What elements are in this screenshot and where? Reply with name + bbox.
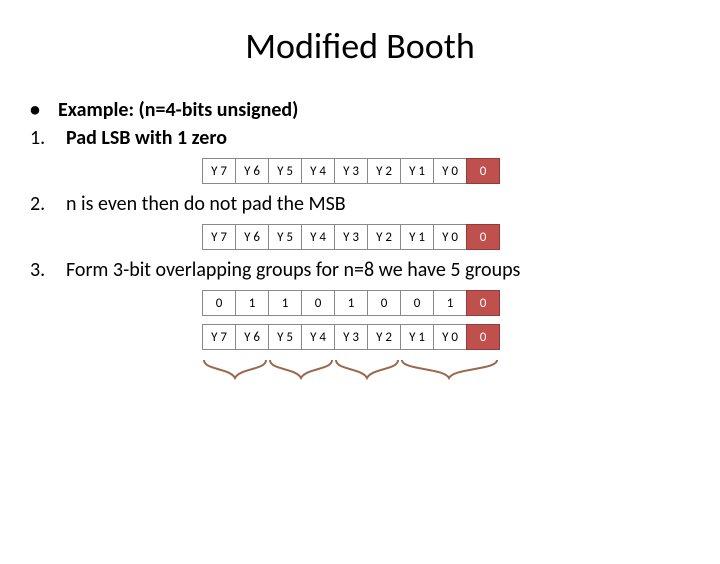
cell-pad-zero: 0 bbox=[466, 324, 500, 350]
bullet-mark: • bbox=[30, 98, 58, 122]
cell-y2: Y 2 bbox=[367, 324, 401, 350]
cell-y0: Y 0 bbox=[433, 324, 467, 350]
step-1-num: 1. bbox=[30, 126, 66, 150]
cell-y1: Y 1 bbox=[400, 224, 434, 250]
example-bullet: • Example: (n=4-bits unsigned) bbox=[30, 98, 690, 122]
bit-row-2: Y 7 Y 6 Y 5 Y 4 Y 3 Y 2 Y 1 Y 0 0 bbox=[202, 224, 690, 250]
cell-y6: Y 6 bbox=[235, 324, 269, 350]
cell-y5: Y 5 bbox=[268, 158, 302, 184]
cell-y1: Y 1 bbox=[400, 158, 434, 184]
bit-cell: 1 bbox=[268, 290, 302, 316]
brace-icon bbox=[202, 358, 268, 380]
cell-y7: Y 7 bbox=[202, 224, 236, 250]
cell-y3: Y 3 bbox=[334, 224, 368, 250]
step-2-num: 2. bbox=[30, 192, 66, 216]
example-text: Example: (n=4-bits unsigned) bbox=[58, 98, 298, 122]
bit-cell: 0 bbox=[202, 290, 236, 316]
cell-y3: Y 3 bbox=[334, 324, 368, 350]
step-3: 3. Form 3-bit overlapping groups for n=8… bbox=[30, 258, 690, 282]
cell-y4: Y 4 bbox=[301, 324, 335, 350]
cell-y3: Y 3 bbox=[334, 158, 368, 184]
step-2: 2. n is even then do not pad the MSB bbox=[30, 192, 690, 216]
cell-y4: Y 4 bbox=[301, 224, 335, 250]
cell-y4: Y 4 bbox=[301, 158, 335, 184]
cell-y6: Y 6 bbox=[235, 224, 269, 250]
brace-icon bbox=[400, 358, 499, 380]
cell-y7: Y 7 bbox=[202, 324, 236, 350]
step-1: 1. Pad LSB with 1 zero bbox=[30, 126, 690, 150]
bit-cell: 1 bbox=[334, 290, 368, 316]
grouping-braces bbox=[202, 358, 499, 390]
step-3-text: Form 3-bit overlapping groups for n=8 we… bbox=[66, 258, 520, 282]
bit-row-labels: Y 7 Y 6 Y 5 Y 4 Y 3 Y 2 Y 1 Y 0 0 bbox=[202, 324, 690, 350]
bit-cell: 0 bbox=[367, 290, 401, 316]
cell-y7: Y 7 bbox=[202, 158, 236, 184]
cell-y0: Y 0 bbox=[433, 158, 467, 184]
cell-y2: Y 2 bbox=[367, 158, 401, 184]
cell-y6: Y 6 bbox=[235, 158, 269, 184]
bit-row-values: 0 1 1 0 1 0 0 1 0 bbox=[202, 290, 690, 316]
bit-cell: 0 bbox=[400, 290, 434, 316]
cell-y1: Y 1 bbox=[400, 324, 434, 350]
cell-pad-zero: 0 bbox=[466, 158, 500, 184]
cell-pad-zero: 0 bbox=[466, 224, 500, 250]
cell-pad-zero: 0 bbox=[466, 290, 500, 316]
slide-content: • Example: (n=4-bits unsigned) 1. Pad LS… bbox=[0, 98, 720, 390]
bit-cell: 0 bbox=[301, 290, 335, 316]
step-1-text: Pad LSB with 1 zero bbox=[66, 126, 227, 150]
step-3-num: 3. bbox=[30, 258, 66, 282]
cell-y0: Y 0 bbox=[433, 224, 467, 250]
bit-cell: 1 bbox=[433, 290, 467, 316]
bit-row-1: Y 7 Y 6 Y 5 Y 4 Y 3 Y 2 Y 1 Y 0 0 bbox=[202, 158, 690, 184]
bit-cell: 1 bbox=[235, 290, 269, 316]
step-2-text: n is even then do not pad the MSB bbox=[66, 192, 346, 216]
cell-y5: Y 5 bbox=[268, 224, 302, 250]
brace-icon bbox=[334, 358, 400, 380]
brace-icon bbox=[268, 358, 334, 380]
cell-y2: Y 2 bbox=[367, 224, 401, 250]
slide-title: Modified Booth bbox=[0, 24, 720, 68]
cell-y5: Y 5 bbox=[268, 324, 302, 350]
